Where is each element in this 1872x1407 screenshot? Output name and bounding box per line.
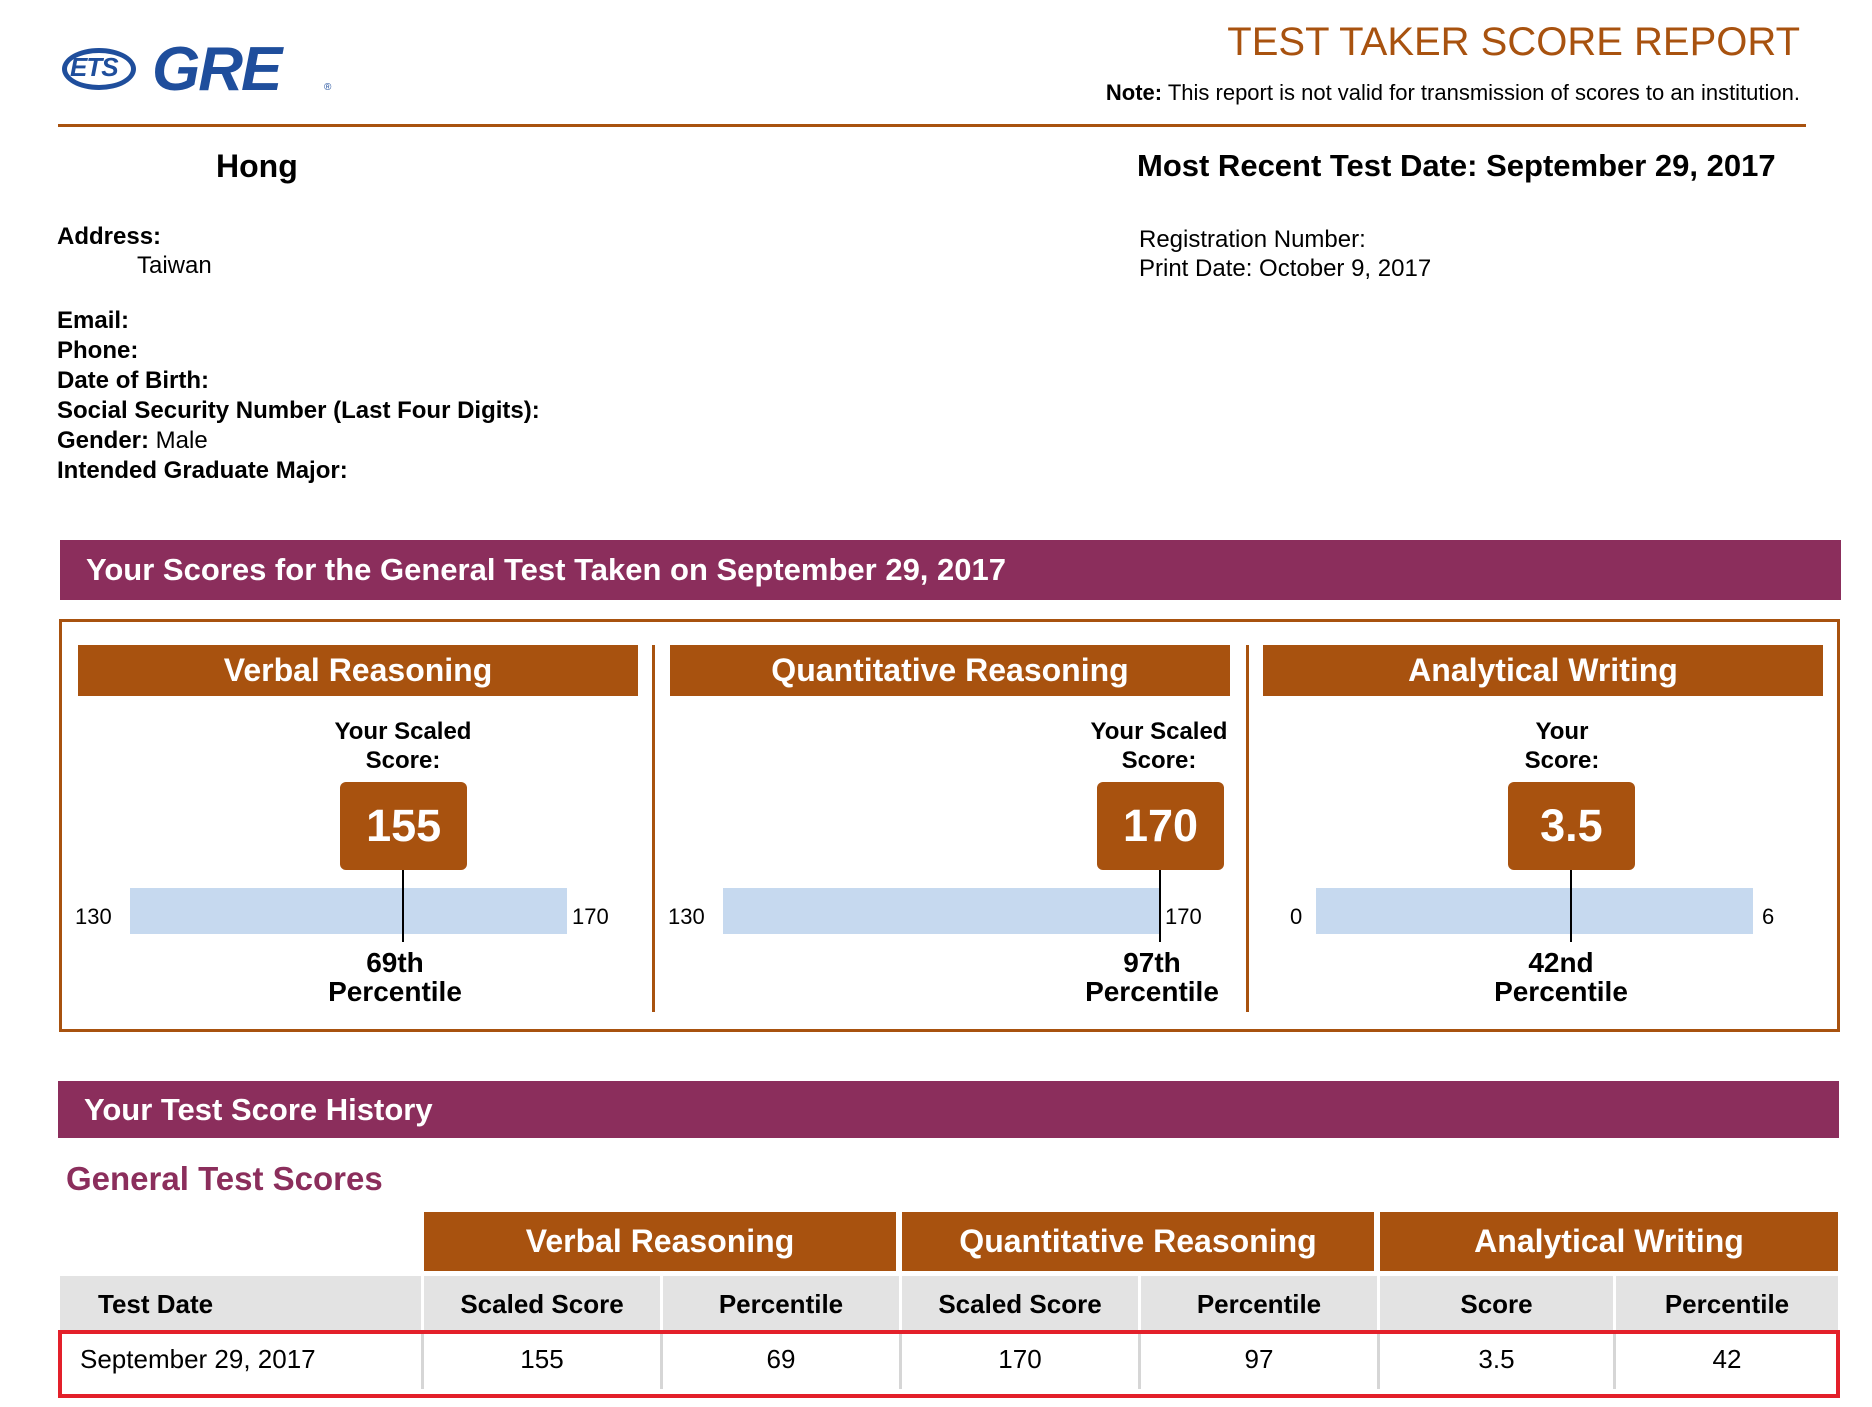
highlighted-row-outline — [58, 1330, 1840, 1398]
row-quant-scaled: 170 — [902, 1334, 1141, 1389]
print-date: Print Date: October 9, 2017 — [1139, 255, 1432, 282]
score-panel — [59, 619, 1840, 1032]
writing-max: 6 — [1762, 904, 1775, 929]
col-verbal-scaled: Scaled Score — [424, 1276, 663, 1332]
quant-score-label: Your Scaled Score: — [1090, 718, 1228, 774]
ssn-label: Social Security Number (Last Four Digits… — [57, 397, 540, 424]
writing-score-bar — [1316, 888, 1753, 934]
verbal-score-box: 155 — [340, 782, 468, 870]
test-taker-name: Hong — [216, 148, 298, 184]
verbal-max: 170 — [572, 904, 609, 929]
history-verbal-header: Verbal Reasoning — [424, 1212, 896, 1271]
writing-score-box: 3.5 — [1507, 782, 1635, 870]
ets-gre-logo: ETS GRE ® — [62, 35, 331, 108]
history-section-title: Your Test Score History — [58, 1081, 1839, 1138]
row-verbal-scaled: 155 — [424, 1334, 663, 1389]
panel-divider — [652, 645, 655, 1012]
quant-score-box: 170 — [1097, 782, 1224, 870]
col-quant-scaled: Scaled Score — [902, 1276, 1141, 1332]
email-label: Email: — [57, 307, 130, 334]
history-quant-header: Quantitative Reasoning — [902, 1212, 1374, 1271]
note-label: Note: — [1105, 80, 1163, 105]
writing-score-label: Your Score: — [1524, 718, 1600, 774]
ets-oval-icon — [62, 48, 136, 90]
quant-score-bar — [723, 888, 1160, 934]
address-label: Address: — [57, 223, 162, 250]
col-writing-score: Score — [1380, 1276, 1616, 1332]
writing-percentile: 42nd Percentile — [1494, 947, 1628, 1007]
col-verbal-percentile: Percentile — [663, 1276, 902, 1332]
scores-section-title: Your Scores for the General Test Taken o… — [60, 540, 1841, 600]
header-divider — [58, 124, 1806, 127]
ets-logo-text: ETS — [70, 52, 119, 82]
quant-percentile: 97th Percentile — [1085, 947, 1219, 1007]
row-writing-score: 3.5 — [1380, 1334, 1616, 1389]
verbal-score-bar — [130, 888, 567, 934]
note-text: This report is not valid for transmissio… — [1162, 80, 1800, 105]
gender-field: Gender: Male — [57, 426, 208, 456]
verbal-score-label: Your Scaled Score: — [334, 718, 472, 774]
col-quant-percentile: Percentile — [1141, 1276, 1380, 1332]
quant-min: 130 — [668, 904, 705, 929]
row-verbal-percentile: 69 — [663, 1334, 902, 1389]
history-writing-header: Analytical Writing — [1380, 1212, 1838, 1271]
verbal-percentile: 69th Percentile — [328, 947, 462, 1007]
registered-mark: ® — [324, 82, 332, 93]
row-quant-percentile: 97 — [1141, 1334, 1380, 1389]
writing-section-header: Analytical Writing — [1263, 645, 1823, 696]
verbal-min: 130 — [75, 904, 112, 929]
major-label: Intended Graduate Major: — [57, 457, 348, 484]
row-writing-percentile: 42 — [1712, 1344, 1742, 1374]
quant-max: 170 — [1165, 904, 1202, 929]
dob-label: Date of Birth: — [57, 367, 209, 394]
quant-score-marker — [1159, 870, 1161, 942]
col-writing-percentile: Percentile — [1616, 1276, 1838, 1332]
registration-number: Registration Number: — [1139, 226, 1366, 253]
quant-section-header: Quantitative Reasoning — [670, 645, 1230, 696]
report-title: TEST TAKER SCORE REPORT — [1227, 20, 1800, 64]
gender-value: Male — [149, 427, 208, 454]
verbal-section-header: Verbal Reasoning — [78, 645, 638, 696]
address-value: Taiwan — [137, 252, 212, 279]
writing-min: 0 — [1290, 904, 1303, 929]
gender-label: Gender: — [57, 427, 150, 454]
gre-logo-text: GRE — [152, 35, 282, 104]
col-test-date: Test Date — [60, 1276, 424, 1332]
table-row: September 29, 2017 155 69 170 97 3.5 42 — [60, 1334, 1838, 1394]
panel-divider — [1246, 645, 1249, 1012]
report-note: Note: This report is not valid for trans… — [1106, 80, 1800, 106]
row-test-date: September 29, 2017 — [60, 1334, 424, 1389]
phone-label: Phone: — [57, 337, 139, 364]
writing-score-marker — [1569, 870, 1572, 942]
verbal-score-marker — [402, 870, 405, 942]
general-test-scores-heading: General Test Scores — [66, 1160, 383, 1197]
most-recent-test-date: Most Recent Test Date: September 29, 201… — [1137, 148, 1776, 183]
